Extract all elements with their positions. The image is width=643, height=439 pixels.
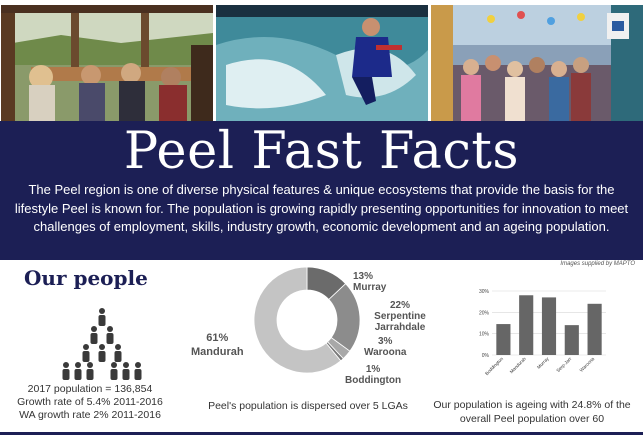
person-figure-icon bbox=[74, 362, 82, 380]
pct-murray: 13% bbox=[353, 271, 374, 282]
wa-growth-rate: WA growth rate 2% 2011-2016 bbox=[19, 409, 161, 421]
page-title: Peel Fast Facts bbox=[123, 122, 520, 181]
y-tick-label: 20% bbox=[479, 310, 490, 316]
ageing-bar-chart: 0% 10% 20% 30% Boddington Mandurah Murray Serp-… bbox=[470, 287, 610, 379]
name-waroona: Waroona bbox=[364, 347, 407, 358]
person-figure-icon bbox=[114, 344, 122, 362]
person-figure-icon bbox=[82, 344, 90, 362]
label-murray: 13% Murray bbox=[353, 271, 386, 293]
person-figure-icon bbox=[134, 362, 142, 380]
name-mandurah: Mandurah bbox=[191, 346, 244, 358]
person-figure-icon bbox=[90, 326, 98, 344]
waterski-photo bbox=[216, 5, 428, 121]
x-tick-label: Serp-Jarr bbox=[555, 356, 572, 373]
person-figure-icon bbox=[98, 308, 106, 326]
growth-rate: Growth rate of 5.4% 2011-2016 bbox=[17, 396, 163, 408]
winery-dining-photo bbox=[1, 5, 213, 121]
label-serpentine: 22% Serpentine Jarrahdale bbox=[372, 300, 428, 333]
pct-boddington: 1% bbox=[365, 364, 381, 375]
ageing-caption: Our population is ageing with 24.8% of t… bbox=[433, 399, 631, 425]
lga-donut-chart bbox=[253, 253, 361, 387]
bar-serp-jarr bbox=[564, 325, 579, 355]
pct-mandurah: 61% bbox=[206, 332, 229, 344]
person-figure-icon bbox=[122, 362, 130, 380]
intro-paragraph: The Peel region is one of diverse physic… bbox=[14, 182, 629, 234]
name-murray: Murray bbox=[353, 282, 387, 293]
pct-serpentine: 22% bbox=[389, 300, 410, 311]
donut-slice-mandurah bbox=[253, 266, 342, 374]
name-boddington: Boddington bbox=[345, 375, 402, 386]
label-boddington: 1% Boddington bbox=[345, 364, 401, 386]
lga-caption: Peel's population is dispersed over 5 LG… bbox=[208, 400, 408, 412]
street-festival-photo bbox=[431, 5, 643, 121]
x-tick-label: Murray bbox=[536, 356, 550, 370]
intro-banner: Peel Fast Facts The Peel region is one o… bbox=[0, 121, 643, 260]
bar-murray bbox=[541, 297, 557, 355]
population-total: 2017 population = 136,854 bbox=[27, 383, 153, 395]
person-figure-icon bbox=[98, 344, 106, 362]
bar-mandurah bbox=[519, 295, 534, 355]
pct-waroona: 3% bbox=[377, 336, 393, 347]
label-mandurah: 61% Mandurah bbox=[191, 331, 244, 359]
image-credit: Images supplied by MAPTO bbox=[560, 261, 635, 267]
name-serpentine: Serpentine Jarrahdale bbox=[374, 311, 426, 333]
population-stats: 2017 population = 136,854 Growth rate of… bbox=[0, 383, 180, 422]
person-figure-icon bbox=[110, 362, 118, 380]
y-tick-label: 30% bbox=[479, 289, 490, 295]
x-tick-label: Mandurah bbox=[509, 356, 527, 374]
bar-boddington bbox=[496, 324, 511, 355]
photo-strip bbox=[0, 0, 643, 124]
person-figure-icon bbox=[62, 362, 70, 380]
our-people-heading: Our people bbox=[24, 266, 148, 290]
bar-waroona bbox=[587, 303, 602, 355]
person-figure-icon bbox=[106, 326, 114, 344]
person-figure-icon bbox=[86, 362, 94, 380]
y-tick-label: 0% bbox=[482, 353, 490, 359]
bottom-divider bbox=[0, 432, 643, 435]
x-tick-label: Waroona bbox=[579, 356, 596, 373]
people-icon bbox=[58, 304, 146, 382]
y-tick-label: 10% bbox=[479, 332, 490, 338]
label-waroona: 3% Waroona bbox=[364, 336, 406, 358]
